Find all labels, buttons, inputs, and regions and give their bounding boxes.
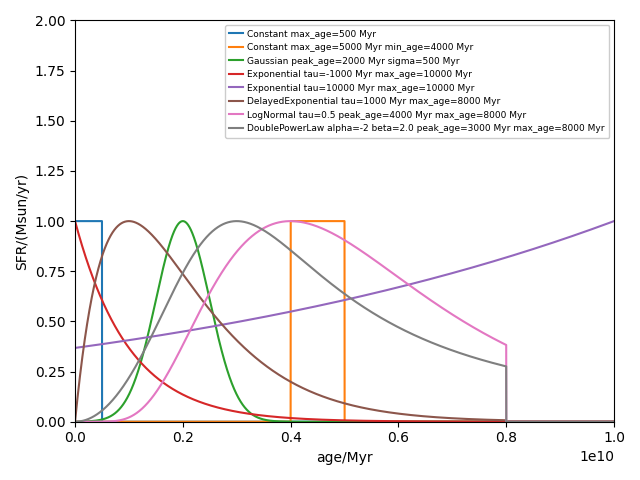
LogNormal tau=0.5 peak_age=4000 Myr max_age=8000 Myr <box>584 419 592 425</box>
Exponential tau=-1000 Myr max_age=10000 Myr <box>71 218 79 224</box>
Constant max_age=5000 Myr min_age=4000 Myr <box>415 419 422 425</box>
DoublePowerLaw alpha=-2 beta=2.0 peak_age=3000 Myr max_age=8000 Myr <box>584 419 592 425</box>
LogNormal tau=0.5 peak_age=4000 Myr max_age=8000 Myr <box>71 419 79 425</box>
Constant max_age=500 Myr <box>98 419 106 425</box>
Constant max_age=500 Myr <box>559 419 567 425</box>
Constant max_age=500 Myr <box>610 419 618 425</box>
LogNormal tau=0.5 peak_age=4000 Myr max_age=8000 Myr <box>84 419 92 425</box>
DoublePowerLaw alpha=-2 beta=2.0 peak_age=3000 Myr max_age=8000 Myr <box>137 354 145 360</box>
Constant max_age=500 Myr <box>84 218 92 224</box>
Exponential tau=-1000 Myr max_age=10000 Myr <box>559 419 567 425</box>
LogNormal tau=0.5 peak_age=4000 Myr max_age=8000 Myr <box>610 419 618 425</box>
Constant max_age=5000 Myr min_age=4000 Myr <box>559 419 567 425</box>
Constant max_age=500 Myr <box>415 419 422 425</box>
X-axis label: age/Myr: age/Myr <box>316 451 373 465</box>
Constant max_age=5000 Myr min_age=4000 Myr <box>584 419 592 425</box>
Gaussian peak_age=2000 Myr sigma=500 Myr <box>84 419 92 424</box>
Exponential tau=-1000 Myr max_age=10000 Myr <box>355 418 363 423</box>
DelayedExponential tau=1000 Myr max_age=8000 Myr <box>137 223 145 228</box>
Exponential tau=10000 Myr max_age=10000 Myr <box>584 228 592 233</box>
DelayedExponential tau=1000 Myr max_age=8000 Myr <box>415 413 422 419</box>
DelayedExponential tau=1000 Myr max_age=8000 Myr <box>71 419 79 425</box>
Constant max_age=5000 Myr min_age=4000 Myr <box>287 218 294 224</box>
Constant max_age=5000 Myr min_age=4000 Myr <box>355 419 363 425</box>
Constant max_age=5000 Myr min_age=4000 Myr <box>84 419 92 425</box>
Gaussian peak_age=2000 Myr sigma=500 Myr <box>71 419 79 424</box>
DelayedExponential tau=1000 Myr max_age=8000 Myr <box>84 320 92 325</box>
Gaussian peak_age=2000 Myr sigma=500 Myr <box>179 218 187 224</box>
Line: Exponential tau=10000 Myr max_age=10000 Myr: Exponential tau=10000 Myr max_age=10000 … <box>75 221 614 348</box>
LogNormal tau=0.5 peak_age=4000 Myr max_age=8000 Myr <box>559 419 567 425</box>
LogNormal tau=0.5 peak_age=4000 Myr max_age=8000 Myr <box>137 407 145 412</box>
Exponential tau=10000 Myr max_age=10000 Myr <box>559 236 567 242</box>
Line: LogNormal tau=0.5 peak_age=4000 Myr max_age=8000 Myr: LogNormal tau=0.5 peak_age=4000 Myr max_… <box>75 221 614 422</box>
Line: Gaussian peak_age=2000 Myr sigma=500 Myr: Gaussian peak_age=2000 Myr sigma=500 Myr <box>75 221 614 422</box>
DelayedExponential tau=1000 Myr max_age=8000 Myr <box>355 404 363 410</box>
DelayedExponential tau=1000 Myr max_age=8000 Myr <box>125 218 132 224</box>
DoublePowerLaw alpha=-2 beta=2.0 peak_age=3000 Myr max_age=8000 Myr <box>355 301 363 307</box>
DoublePowerLaw alpha=-2 beta=2.0 peak_age=3000 Myr max_age=8000 Myr <box>559 419 567 425</box>
Line: DoublePowerLaw alpha=-2 beta=2.0 peak_age=3000 Myr max_age=8000 Myr: DoublePowerLaw alpha=-2 beta=2.0 peak_ag… <box>75 221 614 422</box>
Exponential tau=10000 Myr max_age=10000 Myr <box>355 294 363 300</box>
Constant max_age=5000 Myr min_age=4000 Myr <box>137 419 145 425</box>
Exponential tau=10000 Myr max_age=10000 Myr <box>71 345 79 351</box>
Exponential tau=-1000 Myr max_age=10000 Myr <box>610 419 618 425</box>
DelayedExponential tau=1000 Myr max_age=8000 Myr <box>584 419 592 425</box>
Exponential tau=10000 Myr max_age=10000 Myr <box>415 279 422 285</box>
Line: Constant max_age=500 Myr: Constant max_age=500 Myr <box>75 221 614 422</box>
Gaussian peak_age=2000 Myr sigma=500 Myr <box>584 419 592 425</box>
Exponential tau=10000 Myr max_age=10000 Myr <box>610 218 618 224</box>
Gaussian peak_age=2000 Myr sigma=500 Myr <box>355 419 363 425</box>
Constant max_age=5000 Myr min_age=4000 Myr <box>610 419 618 425</box>
Line: Exponential tau=-1000 Myr max_age=10000 Myr: Exponential tau=-1000 Myr max_age=10000 … <box>75 221 614 422</box>
DoublePowerLaw alpha=-2 beta=2.0 peak_age=3000 Myr max_age=8000 Myr <box>84 417 92 422</box>
DelayedExponential tau=1000 Myr max_age=8000 Myr <box>610 419 618 425</box>
Y-axis label: SFR/(Msun/yr): SFR/(Msun/yr) <box>15 172 29 270</box>
DelayedExponential tau=1000 Myr max_age=8000 Myr <box>559 419 567 425</box>
LogNormal tau=0.5 peak_age=4000 Myr max_age=8000 Myr <box>415 288 422 294</box>
Exponential tau=-1000 Myr max_age=10000 Myr <box>584 419 592 425</box>
LogNormal tau=0.5 peak_age=4000 Myr max_age=8000 Myr <box>287 218 294 224</box>
Line: DelayedExponential tau=1000 Myr max_age=8000 Myr: DelayedExponential tau=1000 Myr max_age=… <box>75 221 614 422</box>
DoublePowerLaw alpha=-2 beta=2.0 peak_age=3000 Myr max_age=8000 Myr <box>233 218 241 224</box>
DoublePowerLaw alpha=-2 beta=2.0 peak_age=3000 Myr max_age=8000 Myr <box>610 419 618 425</box>
LogNormal tau=0.5 peak_age=4000 Myr max_age=8000 Myr <box>355 246 363 252</box>
Constant max_age=500 Myr <box>355 419 363 425</box>
Exponential tau=-1000 Myr max_age=10000 Myr <box>415 419 422 424</box>
Exponential tau=-1000 Myr max_age=10000 Myr <box>84 259 92 265</box>
Constant max_age=5000 Myr min_age=4000 Myr <box>71 419 79 425</box>
Gaussian peak_age=2000 Myr sigma=500 Myr <box>559 419 567 425</box>
DoublePowerLaw alpha=-2 beta=2.0 peak_age=3000 Myr max_age=8000 Myr <box>415 334 422 340</box>
Exponential tau=10000 Myr max_age=10000 Myr <box>84 343 92 349</box>
Constant max_age=500 Myr <box>137 419 145 425</box>
DoublePowerLaw alpha=-2 beta=2.0 peak_age=3000 Myr max_age=8000 Myr <box>71 419 79 425</box>
Gaussian peak_age=2000 Myr sigma=500 Myr <box>415 419 422 425</box>
Legend: Constant max_age=500 Myr, Constant max_age=5000 Myr min_age=4000 Myr, Gaussian p: Constant max_age=500 Myr, Constant max_a… <box>225 25 609 138</box>
Exponential tau=10000 Myr max_age=10000 Myr <box>137 336 145 341</box>
Line: Constant max_age=5000 Myr min_age=4000 Myr: Constant max_age=5000 Myr min_age=4000 M… <box>75 221 614 422</box>
Constant max_age=500 Myr <box>584 419 592 425</box>
Gaussian peak_age=2000 Myr sigma=500 Myr <box>137 359 145 364</box>
Exponential tau=-1000 Myr max_age=10000 Myr <box>137 360 145 366</box>
Gaussian peak_age=2000 Myr sigma=500 Myr <box>610 419 618 425</box>
Constant max_age=500 Myr <box>71 218 79 224</box>
